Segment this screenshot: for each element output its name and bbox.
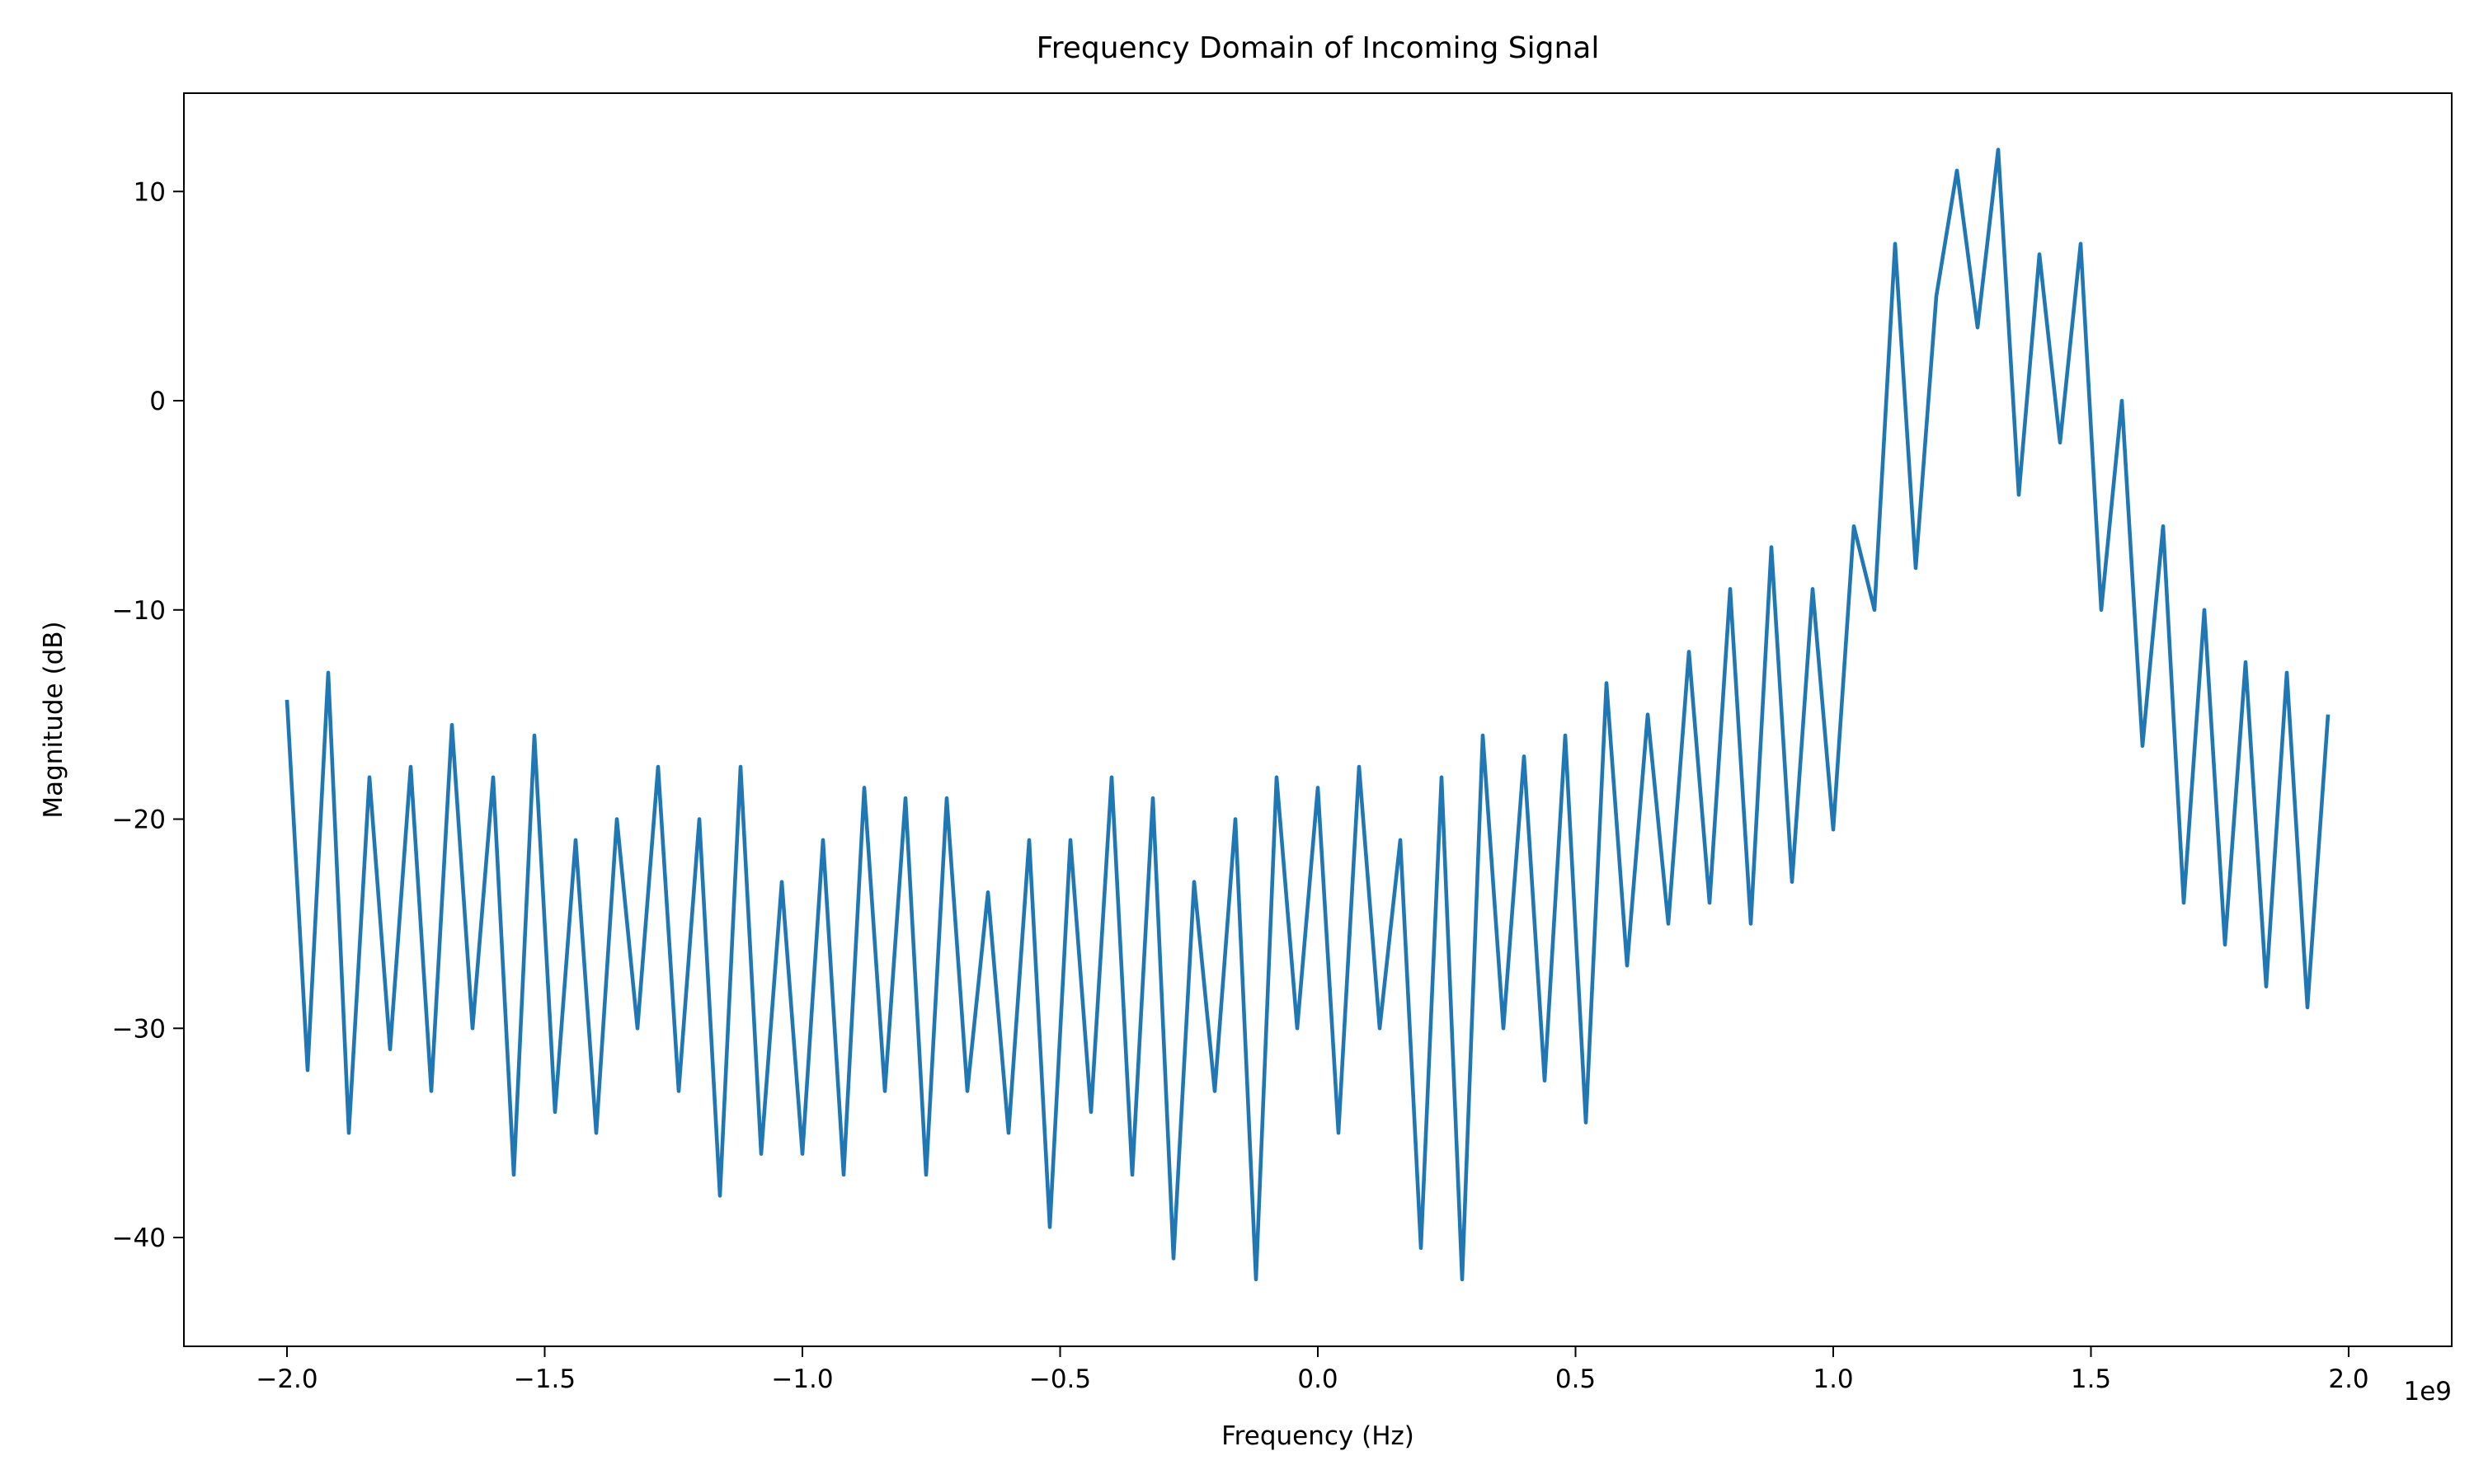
- y-axis-label: Magnitude (dB): [39, 621, 68, 818]
- y-tick-label: 10: [134, 177, 166, 207]
- plot-frame: [183, 92, 2453, 1347]
- y-tick-label: −40: [112, 1223, 166, 1253]
- y-tick-label: −30: [112, 1014, 166, 1044]
- x-tick-label: −1.0: [771, 1364, 833, 1394]
- x-tick-label: −1.5: [514, 1364, 576, 1394]
- x-tick-label: 2.0: [2328, 1364, 2368, 1394]
- x-offset-label: 1e9: [2403, 1377, 2452, 1407]
- y-tick-label: −20: [112, 805, 166, 835]
- x-axis-label: Frequency (Hz): [1221, 1421, 1414, 1451]
- x-tick-label: −2.0: [256, 1364, 317, 1394]
- x-tick-label: 0.0: [1297, 1364, 1338, 1394]
- x-tick-label: −0.5: [1029, 1364, 1091, 1394]
- x-tick-label: 1.0: [1813, 1364, 1853, 1394]
- x-tick-label: 0.5: [1555, 1364, 1596, 1394]
- y-tick-label: −10: [112, 596, 166, 626]
- data-line: [285, 148, 2331, 1282]
- x-tick-label: 1.5: [2071, 1364, 2111, 1394]
- y-tick-label: 0: [149, 387, 166, 416]
- chart-title: Frequency Domain of Incoming Signal: [1037, 31, 1600, 65]
